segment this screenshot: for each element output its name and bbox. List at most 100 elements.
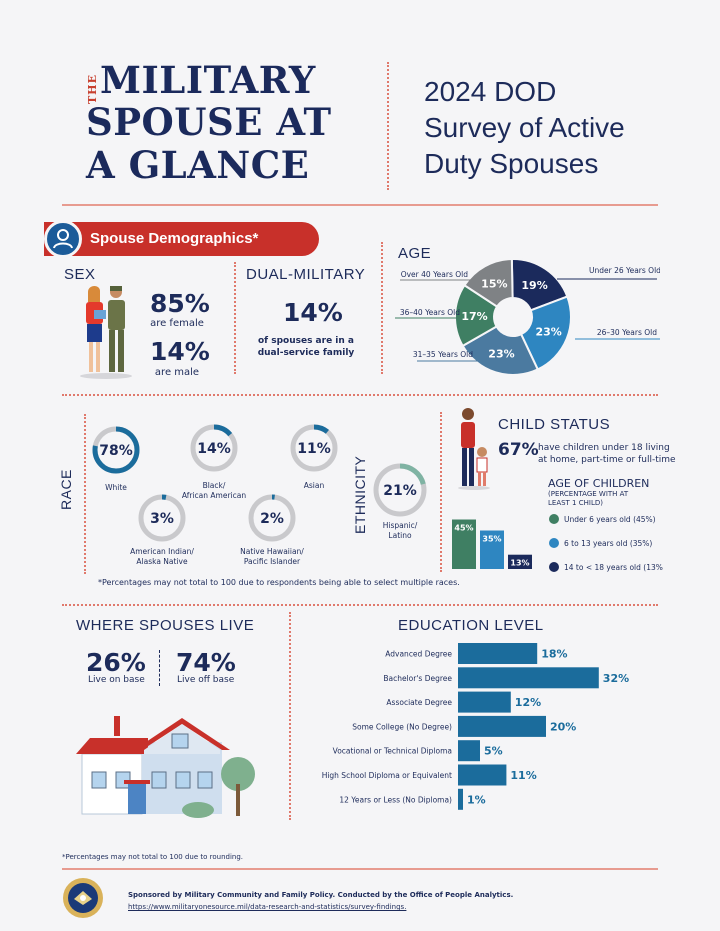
where-live-label: WHERE SPOUSES LIVE — [76, 617, 255, 634]
header-rule — [62, 204, 658, 206]
age-slice — [519, 295, 572, 371]
education-label: EDUCATION LEVEL — [398, 617, 544, 634]
education-bar-value: 12% — [515, 696, 541, 709]
survey-title-line-2: Survey of Active — [424, 112, 625, 143]
education-category-label: Advanced Degree — [385, 650, 452, 659]
age-slice-value: 23% — [488, 348, 514, 361]
female-pct: 85% — [150, 289, 210, 318]
couple-illustration — [80, 286, 132, 379]
dual-military-text-line-2: dual-service family — [257, 348, 355, 358]
race-ring-value: 11% — [297, 441, 331, 457]
survey-title: 2024 DOD Survey of Active Duty Spouses — [424, 74, 625, 182]
dual-military-pct: 14% — [283, 298, 343, 327]
education-category-label: Associate Degree — [386, 698, 452, 707]
rounding-footnote: *Percentages may not total to 100 due to… — [62, 853, 244, 861]
children-legend-dot — [549, 538, 559, 548]
age-slice — [463, 257, 514, 308]
child-divider — [440, 412, 442, 572]
age-divider — [381, 242, 383, 374]
house-illustration — [76, 716, 255, 818]
education-bar-value: 5% — [484, 745, 503, 758]
child-status-text: have children under 18 living at home, p… — [538, 442, 676, 466]
dod-seal-icon — [63, 878, 103, 918]
header-divider — [387, 62, 389, 190]
race-ring-value: 78% — [99, 443, 133, 459]
survey-title-line-3: Duty Spouses — [424, 148, 599, 179]
children-legend-label: 14 to < 18 years old (13%) — [564, 563, 663, 572]
age-slice-value: 19% — [521, 279, 547, 292]
live-divider — [159, 650, 160, 686]
age-slice-value: 15% — [481, 277, 507, 290]
education-category-label: Bachelor's Degree — [383, 674, 452, 683]
age-category-label: 26–30 Years Old — [597, 328, 657, 337]
race-ring-label: Alaska Native — [136, 557, 188, 566]
race-ring-fill — [92, 426, 140, 474]
race-ring-label: African American — [182, 491, 246, 500]
sex-label: SEX — [64, 266, 96, 283]
on-base-pct: 26% — [86, 648, 146, 677]
footer-rule — [62, 868, 658, 870]
parent-child-illustration — [458, 408, 490, 490]
title-line-3: A GLANCE — [86, 143, 310, 187]
race-ring-label: Native Hawaiian/ — [240, 547, 304, 556]
age-of-children-subtitle-line-2: LEAST 1 CHILD) — [548, 499, 603, 507]
ethnicity-ring-fill — [373, 463, 427, 517]
education-bar — [458, 691, 511, 713]
race-ring-label: White — [105, 483, 127, 492]
section-heading: Spouse Demographics* — [90, 230, 259, 247]
section-heading-bar — [44, 222, 319, 256]
age-slice-value: 23% — [536, 325, 562, 338]
children-bar — [452, 519, 476, 569]
children-bar-value: 13% — [510, 559, 529, 568]
race-ring-label: American Indian/ — [130, 547, 194, 556]
race-ring-fill — [138, 494, 186, 542]
sponsor-url[interactable]: https://www.militaryonesource.mil/data-r… — [128, 903, 407, 911]
race-ring-value: 2% — [260, 511, 284, 527]
age-pie-chart: 19% Under 26 Years Old 23% 26–30 Years Old 2… — [395, 257, 660, 376]
education-bar — [458, 643, 538, 664]
education-divider — [289, 612, 291, 820]
race-ring-fill — [190, 424, 238, 472]
age-slice — [461, 325, 540, 376]
race-ring-value: 14% — [197, 441, 231, 457]
race-left-rule — [84, 414, 86, 574]
ethnicity-ring-chart: 21% Hispanic/Latino — [373, 463, 427, 540]
education-category-label: Vocational or Technical Diploma — [333, 747, 452, 756]
education-bar-value: 1% — [467, 793, 486, 806]
age-category-label: 31–35 Years Old — [413, 350, 473, 359]
off-base-text: Live off base — [177, 675, 235, 685]
children-legend-dot — [549, 562, 559, 572]
race-label: RACE — [58, 469, 74, 510]
education-category-label: High School Diploma or Equivalent — [322, 771, 452, 780]
race-ring-label: Pacific Islander — [244, 557, 301, 566]
survey-title-line-1: 2024 DOD — [424, 76, 557, 107]
male-text: are male — [154, 367, 200, 378]
race-ring-label: Asian — [304, 481, 325, 490]
children-legend-label: Under 6 years old (45%) — [564, 515, 656, 524]
age-slice — [510, 258, 569, 312]
age-category-label: 36–40 Years Old — [400, 308, 460, 317]
education-bar — [458, 667, 599, 689]
sex-divider — [234, 262, 236, 374]
dual-military-text-line-1: of spouses are in a — [257, 336, 355, 346]
dual-military-text: of spouses are in a dual-service family — [246, 335, 366, 359]
age-category-label: Over 40 Years Old — [401, 270, 469, 279]
sponsor-text: Sponsored by Military Community and Fami… — [128, 891, 514, 899]
education-bar-value: 20% — [550, 720, 576, 733]
age-category-label: Under 26 Years Old — [589, 266, 660, 275]
child-status-label: CHILD STATUS — [498, 416, 611, 433]
children-bar — [508, 554, 532, 569]
female-text: are female — [150, 318, 204, 329]
ethnicity-ring-label: Latino — [388, 531, 412, 540]
race-footnote: *Percentages may not total to 100 due to… — [98, 578, 460, 587]
section-rule-1 — [62, 394, 658, 396]
education-category-label: 12 Years or Less (No Diploma) — [339, 795, 452, 804]
title-line-1: MILITARY — [100, 58, 316, 102]
children-legend-label: 6 to 13 years old (35%) — [564, 539, 652, 548]
education-bar-value: 18% — [541, 648, 567, 661]
education-bar — [458, 715, 546, 737]
children-legend-dot — [549, 514, 559, 524]
ethnicity-ring-value: 21% — [383, 483, 417, 499]
child-status-pct: 67% — [498, 440, 539, 460]
off-base-pct: 74% — [176, 648, 236, 677]
